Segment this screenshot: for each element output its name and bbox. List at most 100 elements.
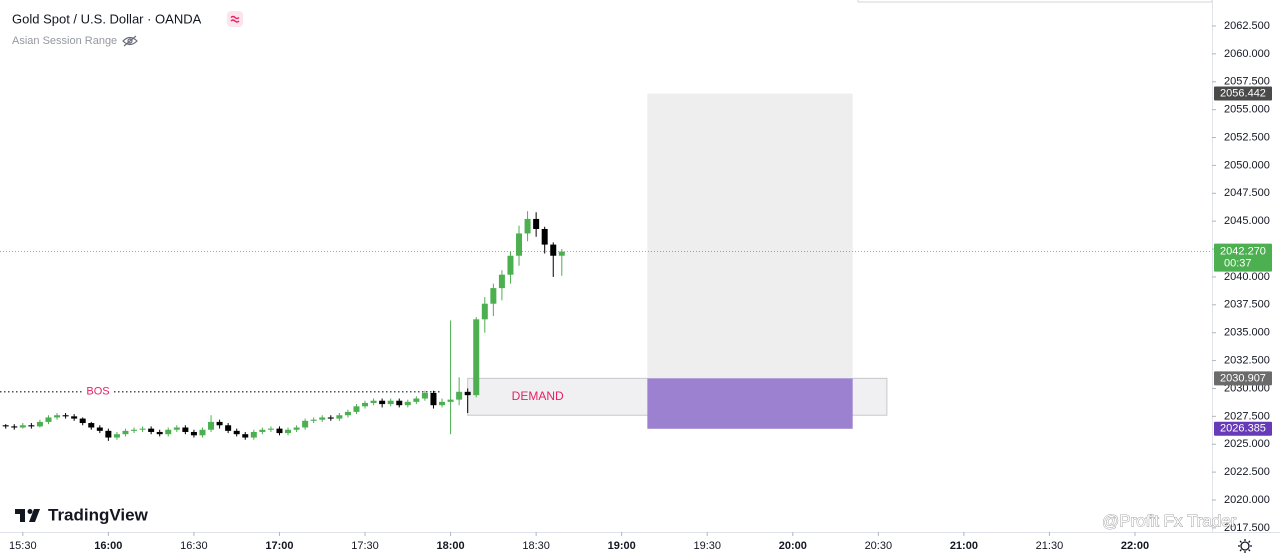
candle-body	[336, 415, 343, 419]
last-price-tag	[1214, 243, 1272, 272]
candle-body	[2, 425, 9, 427]
candle-body	[173, 427, 180, 430]
hide-icon[interactable]	[122, 35, 138, 47]
candle-body	[327, 417, 334, 419]
candle-body	[54, 415, 61, 418]
zones: DEMAND BOS	[0, 93, 1212, 429]
floating-panel-edge	[857, 0, 1213, 3]
candle-body	[310, 419, 317, 421]
y-tick-label: 2017.500	[1224, 522, 1270, 534]
settings-icon[interactable]	[1238, 539, 1252, 553]
candle-body	[233, 430, 240, 435]
x-tick-label: 22:00	[1121, 540, 1149, 552]
x-tick-label: 19:00	[608, 540, 636, 552]
stop-zone	[647, 378, 853, 429]
price-tag-label: 2026.385	[1220, 423, 1266, 435]
candle-body	[558, 251, 565, 256]
x-tick-label: 16:30	[180, 540, 208, 552]
x-tick-label: 17:00	[265, 540, 293, 552]
y-tick-label: 2035.000	[1224, 327, 1270, 339]
candle-body	[79, 418, 86, 424]
candle-body	[105, 430, 112, 438]
y-tick-label: 2037.500	[1224, 299, 1270, 311]
candle-body	[276, 428, 283, 434]
price-tag-label: 2030.907	[1220, 372, 1266, 384]
candle-body	[302, 420, 309, 428]
candle-body	[96, 427, 103, 431]
candle-body	[45, 417, 52, 422]
last-price-label: 2042.270	[1220, 246, 1266, 258]
brand-name: TradingView	[48, 505, 149, 524]
candle-body	[413, 398, 420, 402]
y-tick-label: 2030.000	[1224, 382, 1270, 394]
x-tick-label: 16:00	[94, 540, 122, 552]
candle-body	[199, 429, 206, 436]
x-tick-label: 19:30	[693, 540, 721, 552]
y-tick-label: 2040.000	[1224, 271, 1270, 283]
bos-label: BOS	[86, 386, 109, 398]
candle-body	[88, 423, 95, 428]
candle-body	[430, 392, 437, 406]
y-tick-label: 2062.500	[1224, 20, 1270, 32]
candle-body	[208, 421, 215, 430]
candle-body	[464, 391, 471, 396]
candle-body	[490, 288, 497, 304]
candle-body	[353, 406, 360, 412]
x-tick-label: 21:30	[1036, 540, 1064, 552]
candle-body	[19, 425, 26, 428]
y-tick-label: 2020.000	[1224, 494, 1270, 506]
candle-body	[139, 428, 146, 430]
y-tick-label: 2055.000	[1224, 104, 1270, 116]
candle-body	[507, 255, 514, 275]
candle-body	[516, 233, 523, 256]
y-tick-label: 2025.000	[1224, 438, 1270, 450]
candle-body	[344, 411, 351, 416]
candle-body	[267, 428, 274, 430]
countdown-label: 00:37	[1224, 258, 1252, 270]
brand-logo	[15, 509, 40, 522]
y-tick-label: 2057.500	[1224, 76, 1270, 88]
demand-label: DEMAND	[512, 389, 564, 403]
candle-body	[293, 427, 300, 430]
candle-body	[156, 431, 163, 435]
candle-body	[473, 319, 480, 396]
candle-body	[122, 430, 129, 435]
y-tick-label: 2050.000	[1224, 159, 1270, 171]
candle-body	[182, 427, 189, 432]
candle-body	[165, 429, 172, 435]
y-tick-label: 2027.500	[1224, 410, 1270, 422]
x-tick-label: 17:30	[351, 540, 379, 552]
x-tick-label: 15:30	[9, 540, 37, 552]
candle-body	[250, 431, 257, 438]
candle-body	[498, 274, 505, 289]
candle-body	[11, 426, 18, 428]
candle-body	[148, 428, 155, 432]
indicator-label[interactable]: Asian Session Range	[12, 35, 117, 47]
candle-body	[216, 421, 223, 426]
candle-body	[62, 415, 69, 417]
y-tick-label: 2022.500	[1224, 466, 1270, 478]
candle-body	[481, 303, 488, 320]
candle-body	[242, 434, 249, 438]
chart-title[interactable]: Gold Spot / U.S. Dollar · OANDA	[12, 11, 202, 26]
candle-body	[439, 401, 446, 406]
candle-body	[28, 425, 35, 427]
y-tick-label: 2047.500	[1224, 187, 1270, 199]
candle-body	[404, 401, 411, 406]
price-tag	[1214, 371, 1272, 386]
price-tag	[1214, 86, 1272, 101]
watermark: @Profit Fx Trader	[1102, 511, 1237, 530]
candle-body	[225, 425, 232, 431]
candle-body	[285, 429, 292, 434]
price-tag-label: 2056.442	[1220, 87, 1266, 99]
axes: 2017.500 2020.000 2022.500 2025.000 2027.500…	[9, 20, 1272, 552]
x-tick-label: 20:30	[865, 540, 893, 552]
y-tick-label: 2032.500	[1224, 354, 1270, 366]
price-tag	[1214, 421, 1272, 436]
candle-body	[113, 434, 120, 438]
y-tick-label: 2060.000	[1224, 48, 1270, 60]
candles	[2, 211, 565, 441]
